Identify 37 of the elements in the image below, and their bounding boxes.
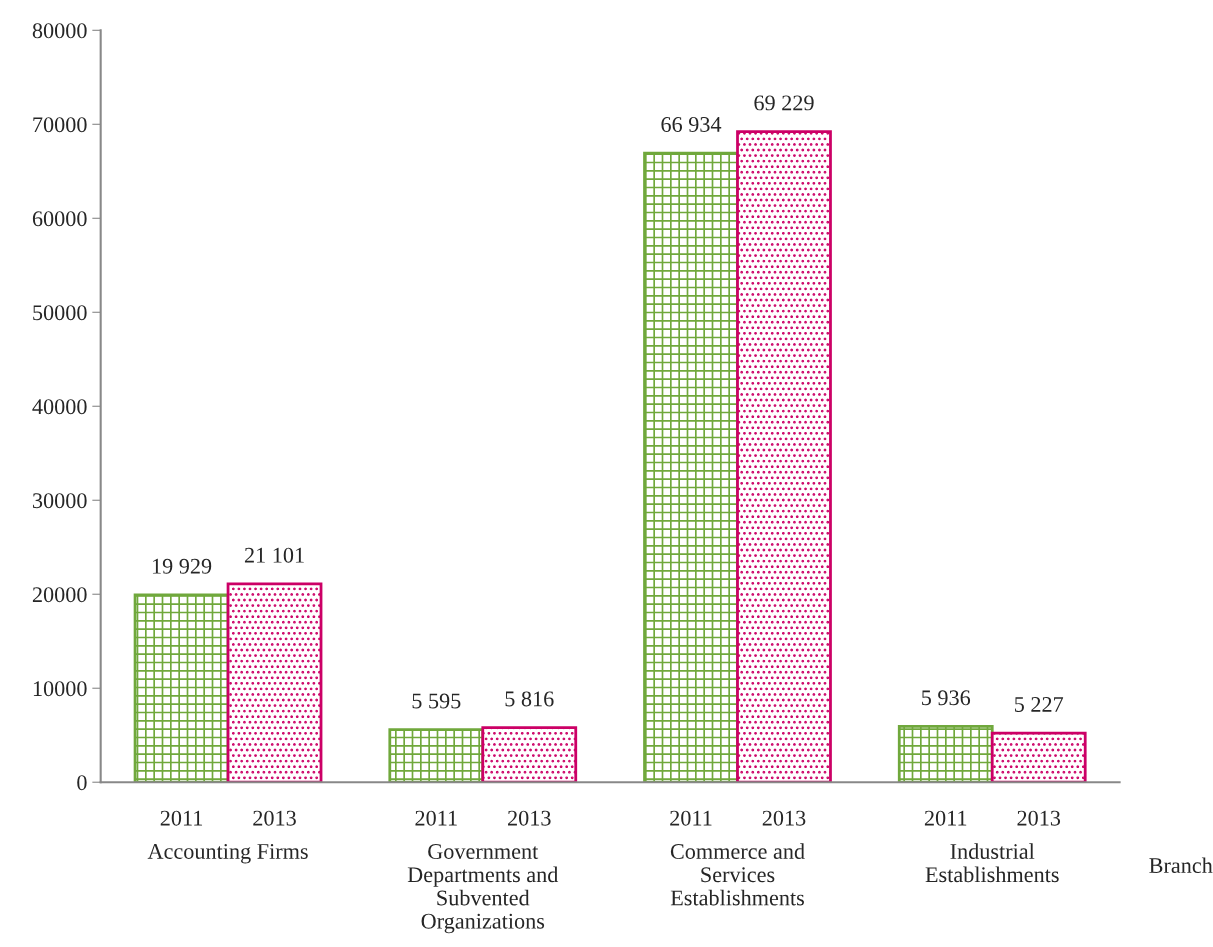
y-tick-label: 30000 xyxy=(32,493,87,509)
bar xyxy=(736,130,832,783)
data-label: 69 229 xyxy=(754,95,814,111)
data-label: 66 934 xyxy=(661,117,722,132)
y-tick-label: 20000 xyxy=(32,587,87,603)
x-axis-title: Branch xyxy=(1149,857,1213,874)
x-tick-label: Government Departments and Subvented Organizations xyxy=(407,844,559,934)
y-tick-label: 0 xyxy=(77,775,87,791)
data-label: 19 929 xyxy=(152,558,212,574)
x-tick-label: Industrial Establishments xyxy=(925,843,1059,883)
data-label: 5 816 xyxy=(505,691,554,707)
data-label: 5 227 xyxy=(1015,696,1064,712)
bar xyxy=(897,725,994,783)
text: 2013 xyxy=(508,810,551,826)
bar xyxy=(133,593,230,783)
bar xyxy=(990,731,1087,783)
bar xyxy=(481,726,578,783)
text: 2013 xyxy=(1017,810,1061,826)
data-label: 5 936 xyxy=(922,690,971,706)
y-tick-label: 60000 xyxy=(32,211,87,227)
y-tick-label: 80000 xyxy=(32,23,87,39)
series-label: 2013 xyxy=(253,810,296,826)
y-tick-label: 50000 xyxy=(33,305,87,321)
series-label: 2011 xyxy=(160,810,203,826)
data-label: 5 595 xyxy=(412,693,461,709)
bar xyxy=(226,582,323,783)
text: 2011 xyxy=(924,810,967,826)
text: 2011 xyxy=(670,810,712,826)
y-tick-label: 70000 xyxy=(33,117,87,133)
data-label: 21 101 xyxy=(244,547,304,563)
text: 2013 xyxy=(762,810,806,826)
y-tick-label: 40000 xyxy=(32,399,87,415)
x-tick-label: Commerce and Services Establishments xyxy=(670,843,805,906)
y-tick-label: 10000 xyxy=(33,681,87,697)
x-tick-label: Accounting Firms xyxy=(147,843,308,864)
bar xyxy=(643,151,739,783)
text: 2011 xyxy=(415,810,457,826)
